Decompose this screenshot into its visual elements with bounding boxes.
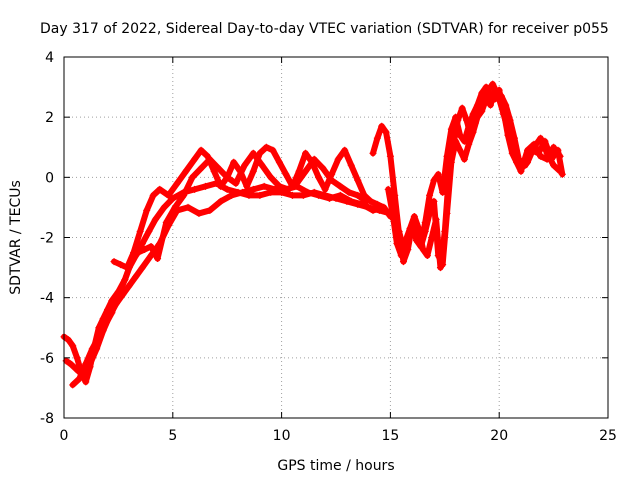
track-segment [154,219,170,262]
data-point [556,167,564,175]
y-tick-label: -2 [40,231,54,247]
track-segment [507,117,518,142]
track-segment [354,192,370,205]
x-tick-label: 25 [599,428,617,444]
y-tick-label: 4 [45,50,54,66]
track-segment [250,150,263,175]
track-segment [391,192,403,238]
track-segment [383,129,394,160]
x-tick-label: 0 [60,428,69,444]
track-segment [439,153,450,196]
track-segment [108,291,122,316]
track-segment [443,159,455,217]
y-tick-label: -4 [40,291,54,307]
series-track-1 [60,179,394,386]
series-track-7 [395,86,564,269]
y-axis-label: SDTVAR / TECUs [8,180,24,295]
axis-ticks [63,56,609,419]
y-tick-label: 0 [45,170,54,186]
y-tick-label: -6 [40,351,54,367]
track-segment [550,162,564,175]
track-segment [424,234,435,259]
chart-title: Day 317 of 2022, Sidereal Day-to-day VTE… [40,21,609,37]
series-track-2 [62,182,394,380]
track-segment [130,228,144,256]
grid-lines [64,57,608,418]
track-segment [389,210,400,247]
data-point [380,203,388,211]
track-segment [439,210,450,268]
x-axis-label: GPS time / hours [277,458,394,474]
track-segment [385,186,396,217]
track-segment [137,207,150,235]
track-segment [430,198,442,259]
y-tick-label: -8 [40,411,54,427]
data-points [60,80,566,389]
track-segment [387,153,398,199]
track-segment [180,174,196,199]
tick-labels: 0 5 10 15 20 25 -8 -6 -4 -2 0 2 4 [40,50,617,444]
track-segment [443,126,455,160]
x-tick-label: 20 [490,428,508,444]
track-segment [504,126,516,151]
track-segment [422,210,433,235]
x-tick-label: 5 [168,428,177,444]
y-tick-label: 2 [45,110,54,126]
x-tick-label: 10 [273,428,291,444]
series-track-4 [110,143,388,272]
x-tick-label: 15 [381,428,399,444]
